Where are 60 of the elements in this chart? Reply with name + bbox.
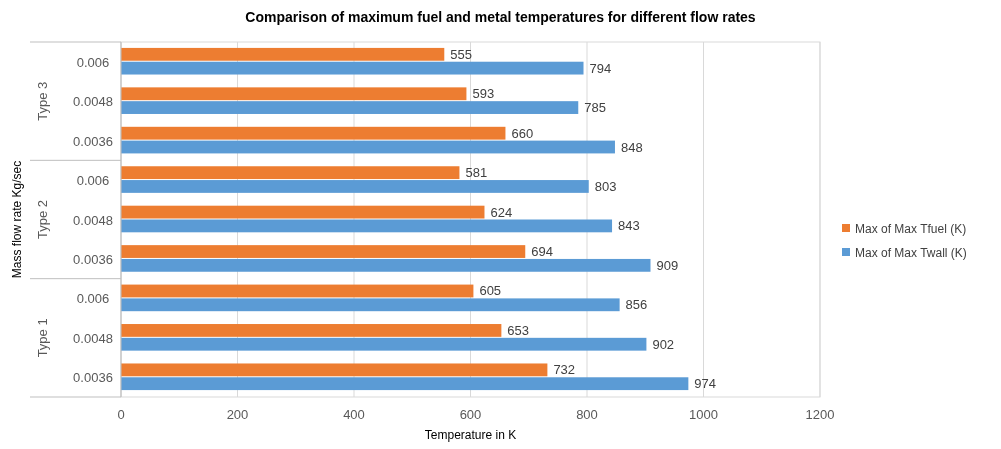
bar (121, 219, 613, 233)
bar (121, 166, 460, 180)
data-label: 593 (472, 86, 495, 102)
bar (121, 258, 651, 272)
y-tick-label: 0.0036 (73, 251, 113, 267)
y-tick-label: 0.0048 (73, 330, 113, 346)
y-tick-label: 0.006 (76, 173, 110, 189)
y-axis-title: Mass flow rate Kg/sec (10, 160, 24, 279)
bar (121, 324, 502, 337)
x-axis-title: Temperature in K (424, 428, 517, 442)
x-tick-label: 0 (117, 407, 125, 422)
bar (121, 245, 526, 258)
x-tick-label: 600 (459, 407, 482, 422)
data-label: 902 (652, 336, 675, 352)
bar (121, 377, 689, 391)
bar (121, 180, 589, 193)
data-label: 605 (479, 283, 502, 299)
data-label: 732 (553, 362, 576, 378)
x-tick-label: 800 (576, 407, 598, 422)
data-label: 856 (625, 297, 648, 313)
data-label: 909 (656, 257, 679, 273)
data-label: 694 (531, 244, 553, 260)
data-label: 794 (589, 60, 612, 76)
data-label: 624 (490, 204, 513, 220)
y-tick-label: 0.0036 (73, 133, 113, 149)
x-tick-label: 200 (226, 407, 249, 422)
bar (121, 47, 445, 61)
text: Type 2 (35, 199, 50, 240)
y-tick-label: 0.0036 (73, 370, 113, 386)
bar (121, 61, 584, 75)
data-label: 660 (511, 125, 534, 141)
y-tick-label: 0.0048 (73, 212, 113, 228)
data-label: 785 (584, 100, 606, 116)
legend-label: Max of Max Twall (K) (855, 246, 967, 260)
text: Type 1 (35, 318, 50, 358)
legend-label: Max of Max Tfuel (K) (855, 222, 967, 236)
x-tick-label: 1200 (805, 407, 835, 422)
bar (121, 87, 467, 101)
y-tick-label: 0.006 (76, 54, 110, 70)
data-label: 653 (507, 322, 530, 338)
chart-title: Comparison of maximum fuel and metal temperatures for different flow rates (245, 9, 756, 25)
data-label: 843 (618, 218, 640, 234)
bar (121, 140, 615, 154)
data-label: 555 (450, 46, 472, 62)
data-label: 848 (620, 139, 643, 155)
data-label: 974 (694, 376, 717, 392)
data-label: 581 (465, 165, 488, 181)
bar (121, 205, 485, 219)
y-tick-label: 0.006 (76, 291, 110, 307)
text: Type 3 (35, 81, 50, 121)
bar (121, 126, 506, 140)
y-tick-label: 0.0048 (73, 94, 113, 110)
bar (121, 284, 474, 298)
x-tick-label: 1000 (689, 407, 718, 422)
bar (121, 298, 620, 312)
data-label: 803 (594, 178, 617, 194)
x-tick-label: 400 (343, 407, 365, 422)
bar (121, 363, 548, 377)
bar (121, 337, 647, 351)
bar (121, 101, 579, 114)
